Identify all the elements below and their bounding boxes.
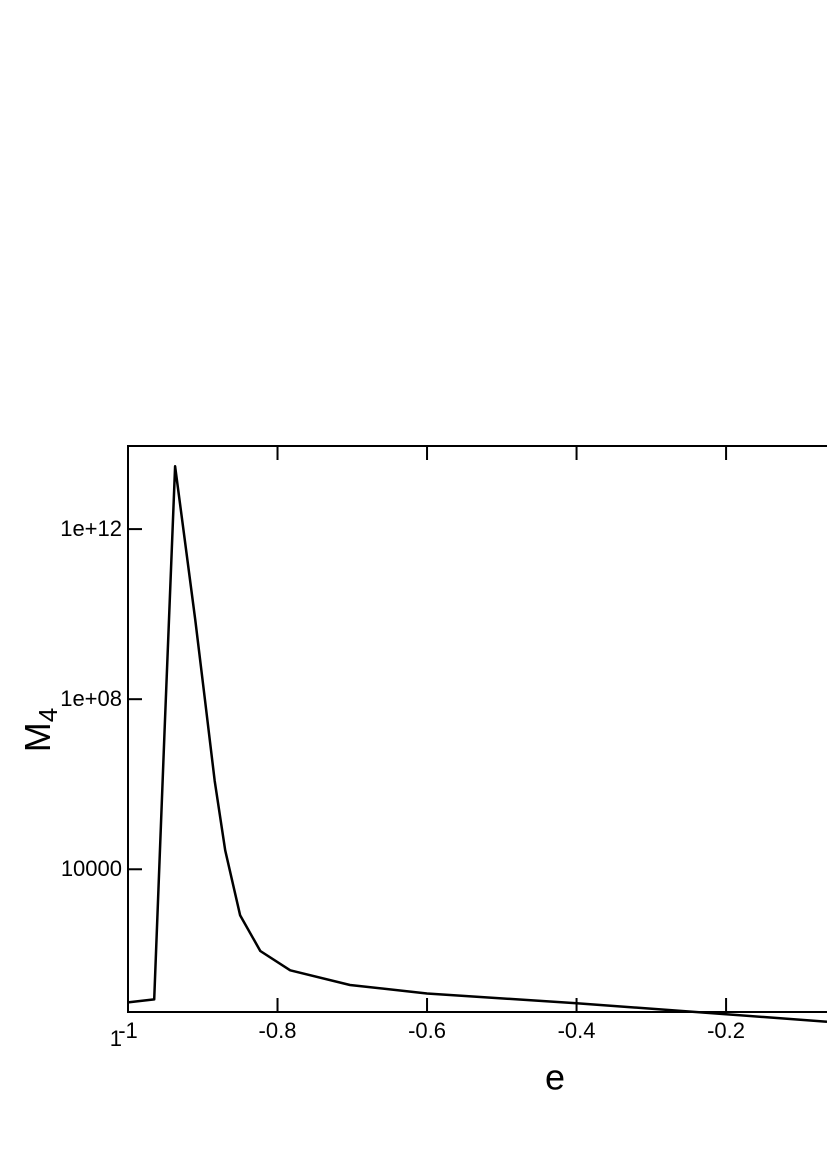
x-tick-label: -1 [118,1018,138,1043]
y-tick-label: 1e+08 [60,686,122,711]
y-axis-title-main: M [17,722,58,752]
x-tick-label: -0.4 [558,1018,596,1043]
x-axis-title: e [545,1057,565,1098]
y-axis-title-sub: 4 [33,708,63,722]
x-tick-label: -0.8 [259,1018,297,1043]
plot-frame [127,445,827,1013]
x-tick-label: -0.6 [408,1018,446,1043]
x-tick-label: -0.2 [707,1018,745,1043]
y-tick-label: 10000 [61,856,122,881]
y-tick-label: 1 [110,1026,122,1051]
y-axis-title: M4 [17,708,63,752]
y-tick-label: 1e+12 [60,516,122,541]
data-line [127,465,827,1023]
